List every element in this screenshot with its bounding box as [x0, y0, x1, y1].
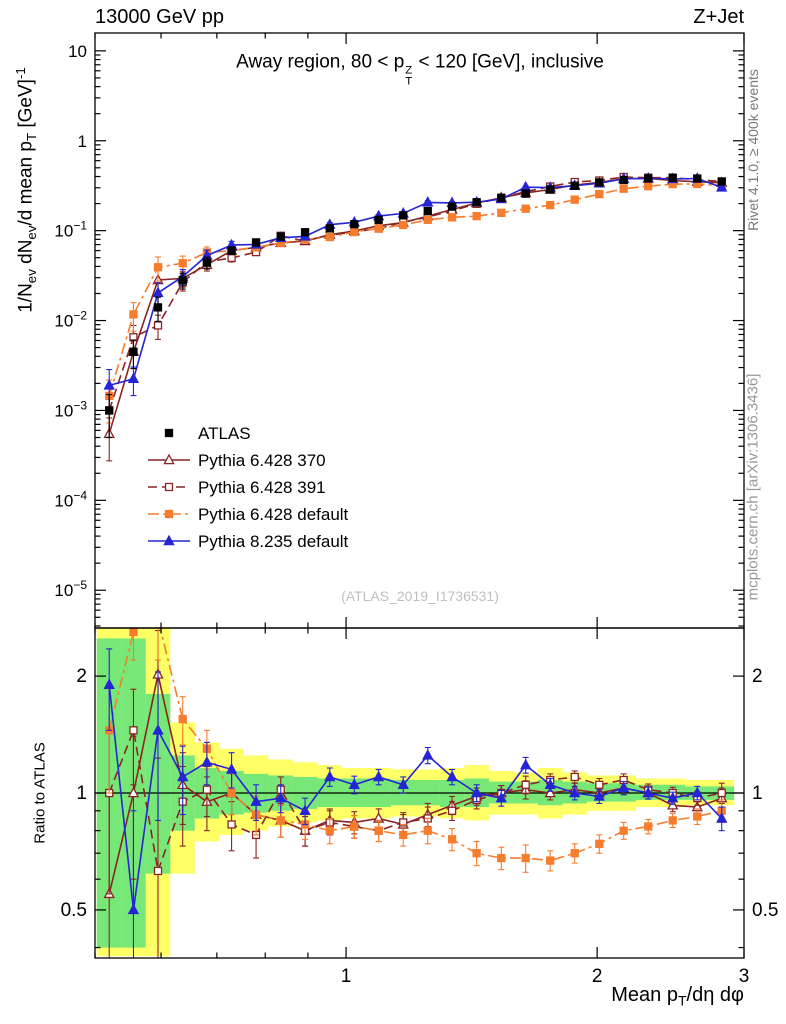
axis-ticks: [94, 33, 745, 958]
svg-text:3: 3: [739, 966, 750, 987]
svg-text:10−1: 10−1: [54, 219, 87, 241]
svg-text:1: 1: [341, 966, 352, 987]
legend-item-py6-391: Pythia 6.428 391: [148, 478, 326, 497]
svg-text:2: 2: [76, 666, 87, 687]
svg-text:1: 1: [752, 783, 763, 804]
svg-text:10−4: 10−4: [54, 488, 87, 510]
svg-text:10−3: 10−3: [54, 398, 87, 420]
svg-text:10: 10: [68, 42, 87, 61]
analysis-watermark: (ATLAS_2019_I1736531): [341, 588, 499, 604]
legend-item-py6-370: Pythia 6.428 370: [148, 451, 326, 470]
svg-text:0.5: 0.5: [752, 900, 778, 921]
svg-text:Pythia 6.428 default: Pythia 6.428 default: [198, 505, 349, 524]
tick-labels: 10 1 10−1 10−2 10−3 10−4 10−5 0.5 0.5 1 1 2 2 1 2 3: [54, 42, 778, 987]
series-py6-370-main: [103, 172, 728, 462]
series-py6-391-main: [105, 172, 726, 439]
svg-text:ATLAS: ATLAS: [198, 424, 251, 443]
y-axis-label-ratio: Ratio to ATLAS: [31, 742, 49, 844]
svg-text:10−5: 10−5: [54, 578, 87, 600]
svg-text:2: 2: [592, 966, 603, 987]
legend: ATLAS Pythia 6.428 370 Pythia 6.428 391 Pyt…: [148, 424, 349, 551]
svg-text:Pythia 6.428 391: Pythia 6.428 391: [198, 478, 326, 497]
rivet-version-text: Rivet 4.1.0, ≥ 400k events: [745, 69, 761, 231]
svg-text:1: 1: [76, 783, 87, 804]
series-py6-default-main: [105, 179, 726, 424]
main-panel-frame: [94, 32, 745, 629]
x-axis-label: Mean pT/dη dφ: [611, 984, 744, 1009]
header-process-tag: Z+Jet: [693, 6, 744, 28]
mcplots-arxiv-text: mcplots.cern.ch [arXiv:1306.3436]: [744, 373, 762, 601]
ratio-panel-frame: [94, 627, 745, 959]
legend-item-py6-default: Pythia 6.428 default: [148, 505, 349, 524]
svg-text:Pythia 6.428 370: Pythia 6.428 370: [198, 451, 326, 470]
y-axis-label-main: 1/Nev dNev/d mean pT [GeV]-1: [13, 67, 39, 313]
svg-text:0.5: 0.5: [61, 900, 87, 921]
svg-text:1: 1: [78, 132, 87, 151]
header-beam-energy: 13000 GeV pp: [95, 6, 224, 28]
series-py8-default-ratio: [103, 648, 728, 958]
svg-text:2: 2: [752, 666, 763, 687]
svg-text:10−2: 10−2: [54, 309, 87, 331]
svg-text:Pythia 8.235 default: Pythia 8.235 default: [198, 532, 349, 551]
series-atlas-main: [105, 173, 726, 439]
legend-item-py8-default: Pythia 8.235 default: [148, 532, 349, 551]
legend-item-atlas: ATLAS: [164, 424, 251, 443]
series-py8-default-main: [103, 172, 728, 413]
